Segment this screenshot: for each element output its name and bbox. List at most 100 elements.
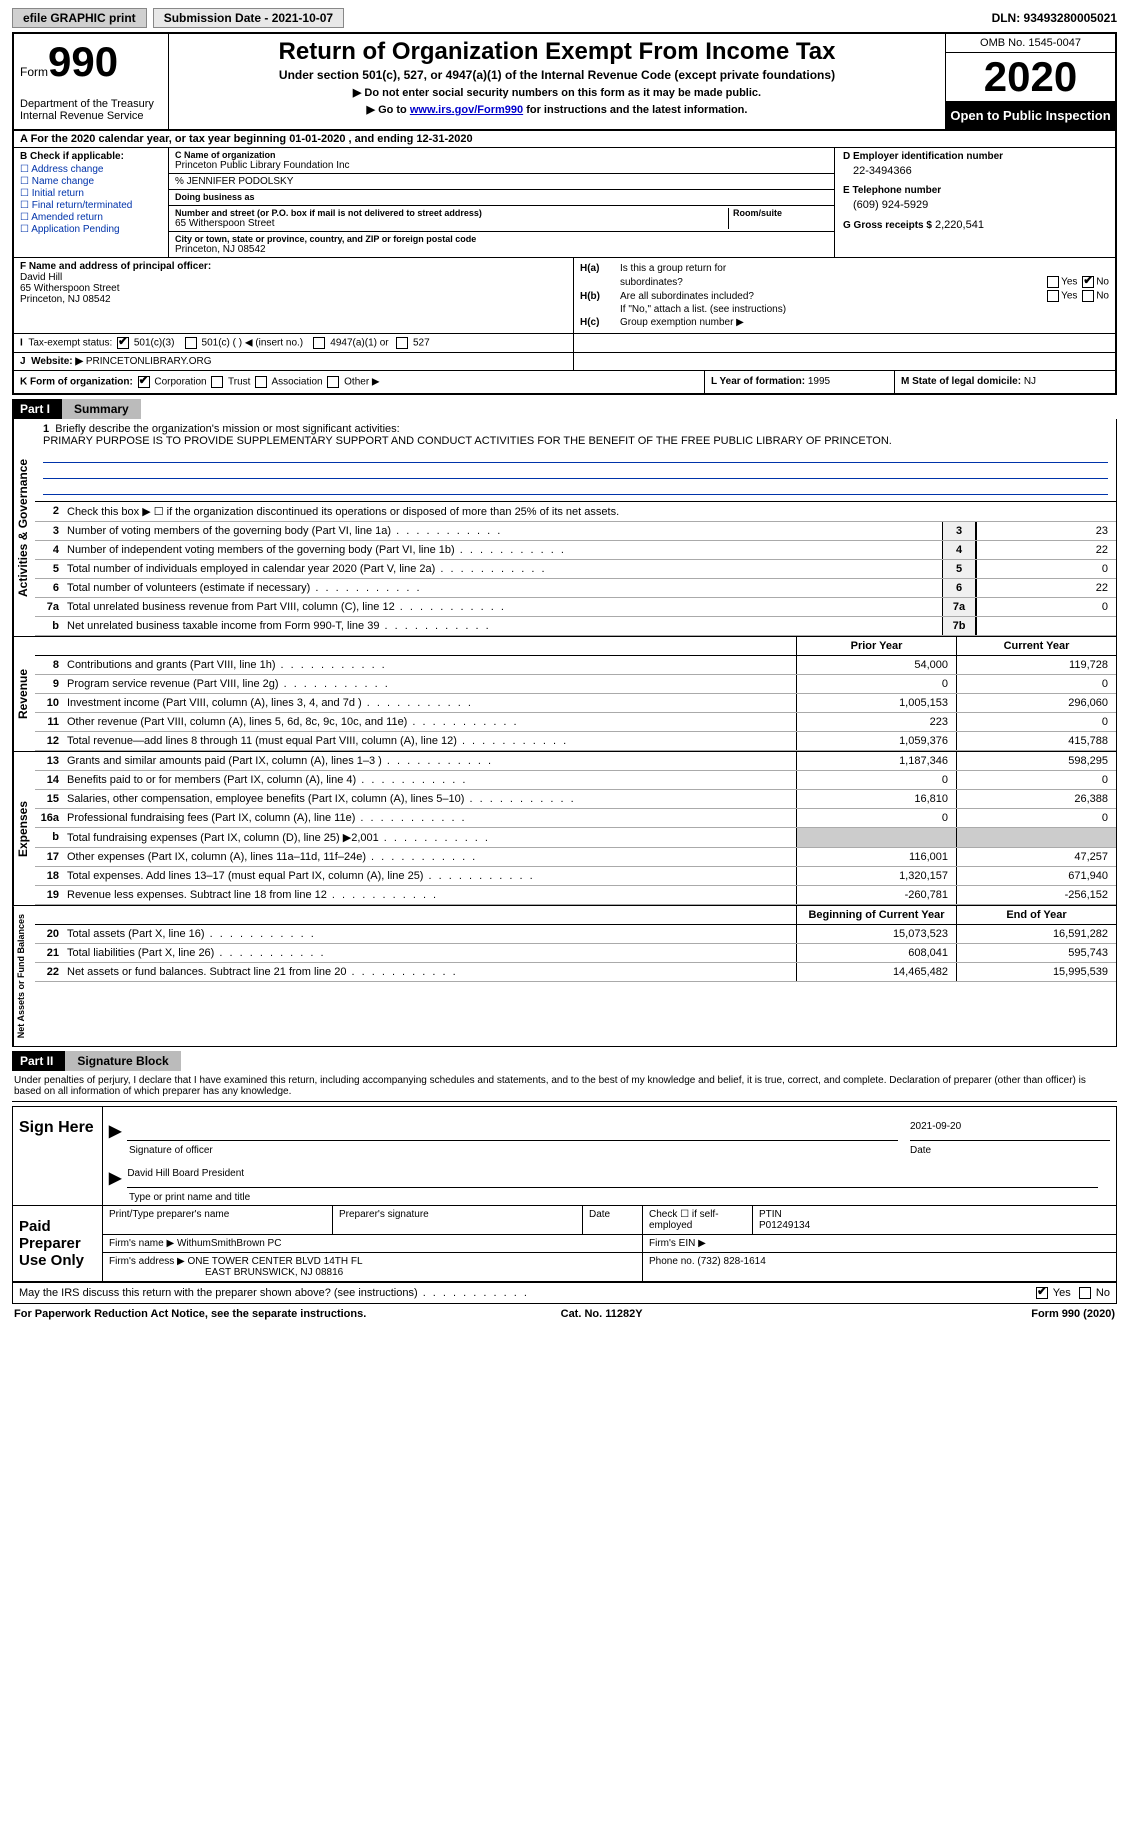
gross-lbl: G Gross receipts $ [843,220,932,231]
hb-lbl: Are all subordinates included? [620,291,1045,302]
opt-pending: ☐ Application Pending [20,224,162,235]
part2-num: Part II [12,1051,65,1071]
line-7a: 7aTotal unrelated business revenue from … [35,598,1116,617]
opt-final: ☐ Final return/terminated [20,200,162,211]
col-end: End of Year [956,906,1116,924]
i-527: 527 [413,338,430,349]
note-goto-pre: ▶ Go to [367,104,410,116]
discuss-text: May the IRS discuss this return with the… [19,1287,529,1299]
tax-year: 2020 [946,53,1115,102]
inspection-badge: Open to Public Inspection [946,102,1115,129]
hb-note: If "No," attach a list. (see instruction… [620,304,1109,315]
phone-lbl: E Telephone number [843,185,1107,196]
ha-yes[interactable] [1047,276,1059,288]
officer-addr2: Princeton, NJ 08542 [20,294,567,305]
dept: Department of the Treasury Internal Reve… [20,98,162,122]
l-lbl: L Year of formation: [711,376,805,387]
hb-no[interactable] [1082,290,1094,302]
form-header: Form990 Department of the Treasury Inter… [12,32,1117,131]
line-6: 6Total number of volunteers (estimate if… [35,579,1116,598]
paid-prep-lbl: Paid Preparer Use Only [13,1206,103,1281]
line-22: 22Net assets or fund balances. Subtract … [35,963,1116,982]
sig-officer-lbl: Signature of officer [129,1145,910,1156]
line-17: 17Other expenses (Part IX, column (A), l… [35,848,1116,867]
i-c3: 501(c)(3) [134,338,175,349]
chk-trust[interactable] [211,376,223,388]
note-goto-post: for instructions and the latest informat… [523,104,747,116]
col-begin: Beginning of Current Year [796,906,956,924]
chk-corp[interactable] [138,376,150,388]
phone: (609) 924-5929 [853,199,1107,211]
ha-lbl: Is this a group return for [620,263,726,274]
penalty-text: Under penalties of perjury, I declare th… [12,1071,1117,1102]
ptin-lbl: PTIN [759,1209,1110,1220]
col-c: C Name of organization Princeton Public … [169,148,835,257]
firm-name: WithumSmithBrown PC [177,1238,281,1249]
line-16a: 16aProfessional fundraising fees (Part I… [35,809,1116,828]
col-h: H(a)Is this a group return for subordina… [574,258,1115,333]
care-of: % JENNIFER PODOLSKY [169,174,834,190]
j-lbl: Website: ▶ [31,356,83,367]
efile-button[interactable]: efile GRAPHIC print [12,8,147,28]
firm-ein-lbl: Firm's EIN ▶ [643,1235,1116,1252]
city-state-zip: Princeton, NJ 08542 [175,244,828,255]
tab-governance: Activities & Governance [13,419,35,636]
gross-receipts: 2,220,541 [935,219,984,231]
k-lbl: K Form of organization: [20,377,133,388]
k-assoc: Association [271,377,322,388]
prep-h2: Preparer's signature [333,1206,583,1234]
chk-4947[interactable] [313,337,325,349]
chk-501c3[interactable] [117,337,129,349]
room-lbl: Room/suite [733,208,828,218]
prep-h4: Check ☐ if self-employed [643,1206,753,1234]
line-9: 9Program service revenue (Part VIII, lin… [35,675,1116,694]
opt-amended: ☐ Amended return [20,212,162,223]
org-name: Princeton Public Library Foundation Inc [175,160,828,171]
date-lbl: Date [910,1145,1110,1156]
city-lbl: City or town, state or province, country… [175,234,828,244]
form-title: Return of Organization Exempt From Incom… [177,38,937,66]
dln: DLN: 93493280005021 [992,11,1117,25]
line-19: 19Revenue less expenses. Subtract line 1… [35,886,1116,905]
firm-addr-lbl: Firm's address ▶ [109,1256,185,1267]
f-lbl: F Name and address of principal officer: [20,261,211,272]
k-trust: Trust [228,377,250,388]
brief-lbl: Briefly describe the organization's miss… [55,423,399,435]
prep-h1: Print/Type preparer's name [103,1206,333,1234]
line-13: 13Grants and similar amounts paid (Part … [35,752,1116,771]
hb-yes[interactable] [1047,290,1059,302]
i-lbl: Tax-exempt status: [28,338,112,349]
prep-h3: Date [583,1206,643,1234]
firm-phone: (732) 828-1614 [697,1256,765,1267]
line-8: 8Contributions and grants (Part VIII, li… [35,656,1116,675]
k-corp: Corporation [154,377,206,388]
part2-title: Signature Block [65,1051,180,1071]
opt-initial: ☐ Initial return [20,188,162,199]
chk-other[interactable] [327,376,339,388]
irs-link[interactable]: www.irs.gov/Form990 [410,104,523,116]
ha-no[interactable] [1082,276,1094,288]
c-name-lbl: C Name of organization [175,150,828,160]
discuss-yes[interactable] [1036,1287,1048,1299]
footer-mid: Cat. No. 11282Y [561,1308,643,1320]
line-18: 18Total expenses. Add lines 13–17 (must … [35,867,1116,886]
chk-527[interactable] [396,337,408,349]
year-formation: 1995 [808,376,830,387]
discuss-no[interactable] [1079,1287,1091,1299]
col-d: D Employer identification number 22-3494… [835,148,1115,257]
website: PRINCETONLIBRARY.ORG [86,356,212,367]
chk-501c[interactable] [185,337,197,349]
tab-netassets: Net Assets or Fund Balances [13,906,35,1046]
officer-addr1: 65 Witherspoon Street [20,283,567,294]
line-14: 14Benefits paid to or for members (Part … [35,771,1116,790]
line-21: 21Total liabilities (Part X, line 26)608… [35,944,1116,963]
chk-assoc[interactable] [255,376,267,388]
k-other: Other ▶ [344,377,379,388]
line-b: bNet unrelated business taxable income f… [35,617,1116,636]
sign-here-lbl: Sign Here [13,1107,103,1205]
omb: OMB No. 1545-0047 [946,34,1115,53]
tab-expenses: Expenses [13,752,35,905]
line-3: 3Number of voting members of the governi… [35,522,1116,541]
col-prior: Prior Year [796,637,956,655]
ha-lbl2: subordinates? [620,277,1045,288]
